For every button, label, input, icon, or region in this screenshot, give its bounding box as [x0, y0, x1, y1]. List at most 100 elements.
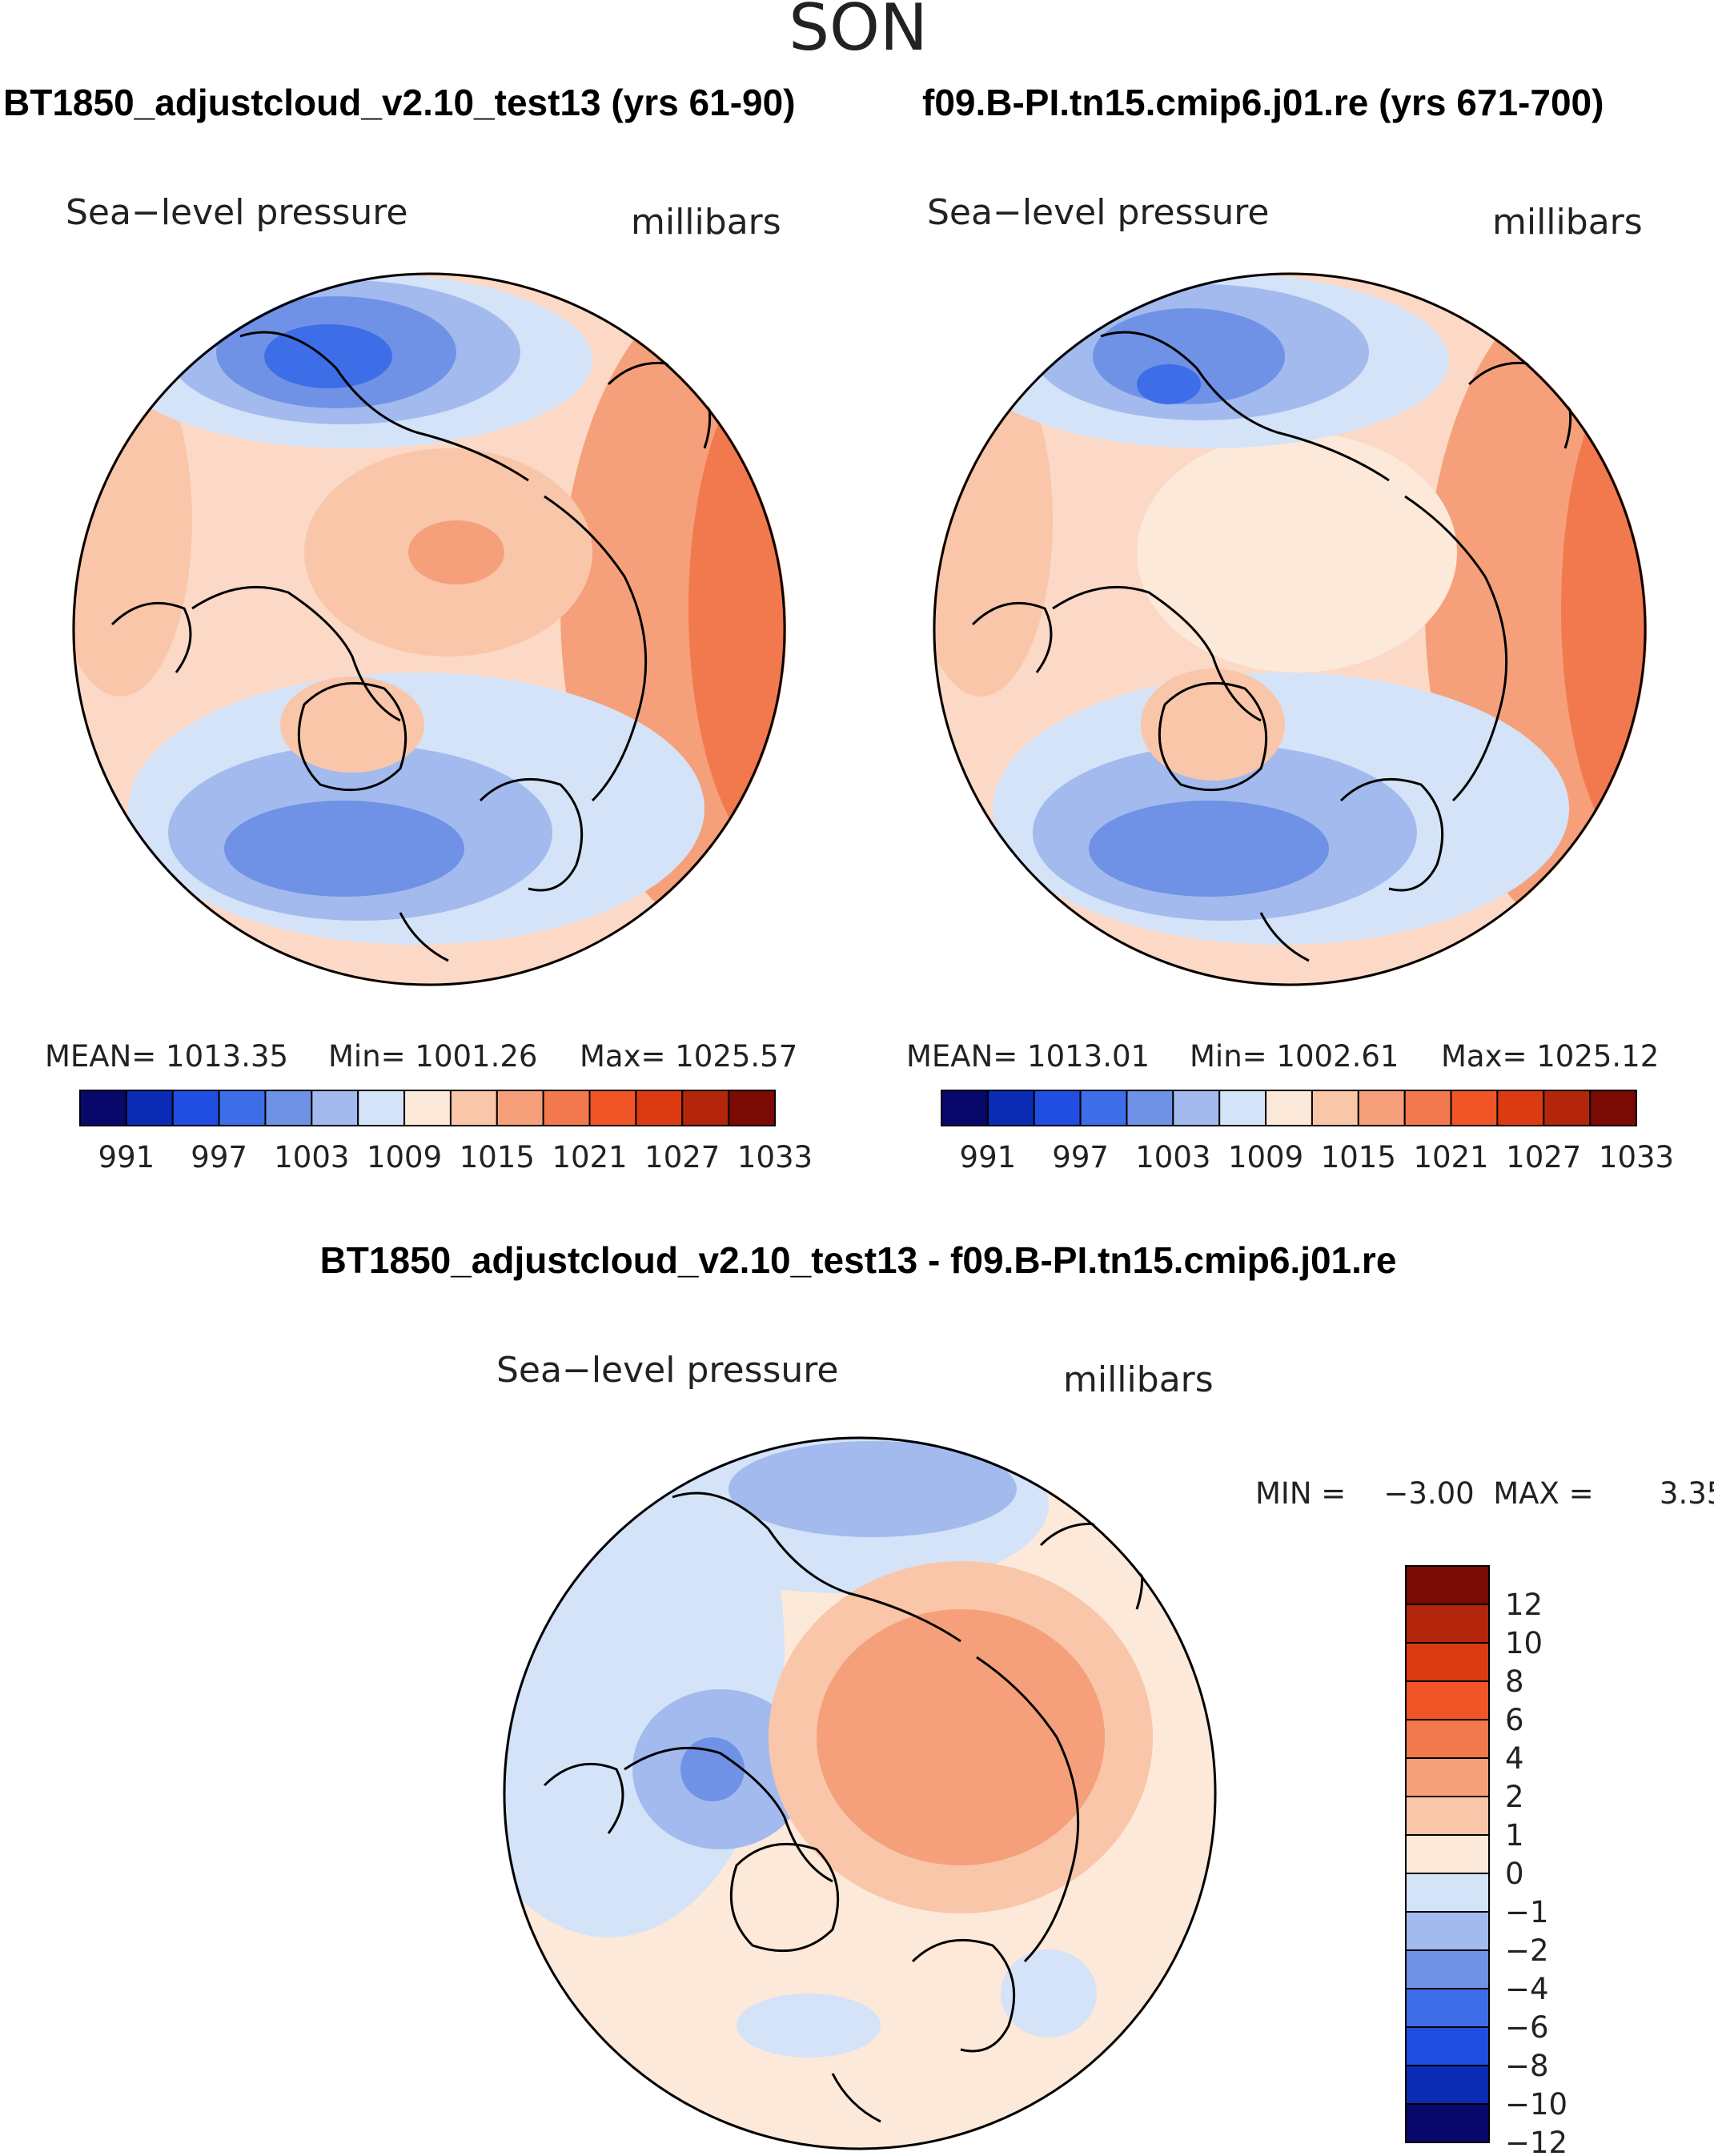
colorbar-swatch [1405, 1911, 1490, 1951]
colorbar-swatch [1405, 1949, 1490, 1989]
colorbar-tick-label: −4 [1505, 1972, 1549, 2006]
panel-left-max: Max= 1025.57 [580, 1039, 797, 1074]
colorbar-swatch [1405, 1719, 1490, 1759]
colorbar-tick-label: 1021 [552, 1140, 627, 1174]
panel-left-mean: MEAN= 1013.35 [45, 1039, 288, 1074]
colorbar-tick-label: −1 [1505, 1895, 1549, 1929]
colorbar-swatch [311, 1090, 359, 1126]
map-right-greenland-high [1141, 668, 1285, 781]
map-left-east-high-core [688, 344, 786, 873]
colorbar-right-labels: 991 997 1003 1009 1015 1021 1027 1033 [960, 1140, 1675, 1174]
colorbar-swatch [1405, 1642, 1490, 1682]
colorbar-swatch [1405, 1565, 1490, 1605]
colorbar-swatch [171, 1090, 220, 1126]
colorbar-swatch [1405, 2065, 1490, 2105]
colorbar-swatch [681, 1090, 730, 1126]
colorbar-tick-label: 8 [1505, 1664, 1524, 1699]
colorbar-tick-label: 1009 [1228, 1140, 1303, 1174]
colorbar-tick-label: −6 [1505, 2010, 1549, 2045]
colorbar-tick-label: −2 [1505, 1933, 1549, 1968]
colorbar-tick-label: 10 [1505, 1626, 1543, 1660]
colorbar-swatch [1496, 1090, 1545, 1126]
map-right-border [933, 272, 1647, 986]
colorbar-swatch [1405, 2103, 1490, 2143]
colorbar-tick-label: −8 [1505, 2049, 1549, 2083]
map-left [72, 272, 786, 986]
colorbar-tick-label: 1003 [1135, 1140, 1210, 1174]
colorbar-swatch [264, 1090, 313, 1126]
colorbar-tick-label: 991 [960, 1140, 1017, 1174]
map-right-east-high-core [1561, 352, 1647, 865]
colorbar-swatch [79, 1090, 127, 1126]
panel-right-mean: MEAN= 1013.01 [906, 1039, 1150, 1074]
colorbar-left-labels: 991 997 1003 1009 1015 1021 1027 1033 [98, 1140, 813, 1174]
panel-left-stats: MEAN= 1013.35 Min= 1001.26 Max= 1025.57 [45, 1039, 797, 1074]
map-right [933, 272, 1647, 986]
colorbar-tick-label: 1015 [460, 1140, 535, 1174]
map-diff-pacific-negative-core [729, 1441, 1017, 1537]
panel-right-variable: Sea−level pressure [927, 192, 1270, 233]
panel-right-units: millibars [1492, 202, 1643, 243]
colorbar-swatch [1172, 1090, 1221, 1126]
colorbar-tick-label: 6 [1505, 1703, 1524, 1737]
colorbar-swatch [1403, 1090, 1452, 1126]
map-right-polar-high [1137, 432, 1457, 672]
colorbar-swatch [403, 1090, 452, 1126]
map-left-border [72, 272, 786, 986]
panel-left-title: BT1850_adjustcloud_v2.10_test13 (yrs 61-… [3, 82, 796, 123]
map-right-atlantic-low-core [1089, 801, 1329, 897]
panel-diff-minmax: MIN = −3.00 MAX = 3.35 [1255, 1476, 1714, 1511]
map-left-coastlines [110, 331, 712, 962]
colorbar-tick-label: 0 [1505, 1857, 1524, 1891]
colorbar-swatch [357, 1090, 406, 1126]
panel-left-units: millibars [631, 202, 781, 243]
page-title: SON [789, 0, 928, 65]
map-diff-west-negative [503, 1436, 785, 1937]
colorbar-swatch [1357, 1090, 1406, 1126]
colorbar-swatch [1405, 1680, 1490, 1720]
colorbar-right [941, 1090, 1637, 1126]
colorbar-tick-label: 12 [1505, 1588, 1543, 1622]
colorbar-swatch [1405, 2026, 1490, 2066]
colorbar-tick-label: −12 [1505, 2126, 1567, 2156]
colorbar-tick-label: 991 [98, 1140, 155, 1174]
colorbar-swatch [218, 1090, 267, 1126]
colorbar-swatch [449, 1090, 498, 1126]
colorbar-swatch [1033, 1090, 1082, 1126]
panel-right-min: Min= 1002.61 [1190, 1039, 1399, 1074]
panel-right-max: Max= 1025.12 [1441, 1039, 1659, 1074]
colorbar-swatch [986, 1090, 1035, 1126]
colorbar-left [79, 1090, 777, 1126]
map-diff-atlantic-negative [737, 1993, 881, 2058]
colorbar-tick-label: 1021 [1413, 1140, 1488, 1174]
colorbar-tick-label: 997 [191, 1140, 247, 1174]
colorbar-swatch [1405, 1834, 1490, 1874]
panel-diff-title: BT1850_adjustcloud_v2.10_test13 - f09.B-… [320, 1239, 1397, 1281]
map-right-pacific-low-core [1137, 364, 1201, 404]
panel-right-stats: MEAN= 1013.01 Min= 1002.61 Max= 1025.12 [906, 1039, 1659, 1074]
panel-left: BT1850_adjustcloud_v2.10_test13 (yrs 61-… [3, 82, 813, 1174]
colorbar-diff [1405, 1565, 1490, 2143]
colorbar-tick-label: 1033 [1599, 1140, 1674, 1174]
panel-right-title: f09.B-PI.tn15.cmip6.j01.re (yrs 671-700) [922, 82, 1604, 123]
colorbar-swatch [1265, 1090, 1313, 1126]
colorbar-swatch [1405, 1796, 1490, 1836]
colorbar-swatch [588, 1090, 637, 1126]
map-left-atlantic-low-core [224, 801, 464, 897]
panel-left-min: Min= 1001.26 [328, 1039, 537, 1074]
colorbar-swatch [635, 1090, 684, 1126]
map-diff-europe-negative [1001, 1949, 1097, 2038]
map-left-polar-high-core [408, 520, 504, 584]
colorbar-swatch [1405, 1757, 1490, 1797]
colorbar-tick-label: 1027 [1506, 1140, 1581, 1174]
colorbar-tick-label: −10 [1505, 2087, 1567, 2122]
colorbar-tick-label: 1003 [274, 1140, 349, 1174]
map-diff-siberia-positive-core [817, 1609, 1105, 1865]
colorbar-swatch [941, 1090, 989, 1126]
colorbar-swatch [1311, 1090, 1359, 1126]
map-diff-canada-negative-core [680, 1737, 745, 1801]
panel-left-variable: Sea−level pressure [66, 192, 408, 233]
colorbar-swatch [1218, 1090, 1267, 1126]
